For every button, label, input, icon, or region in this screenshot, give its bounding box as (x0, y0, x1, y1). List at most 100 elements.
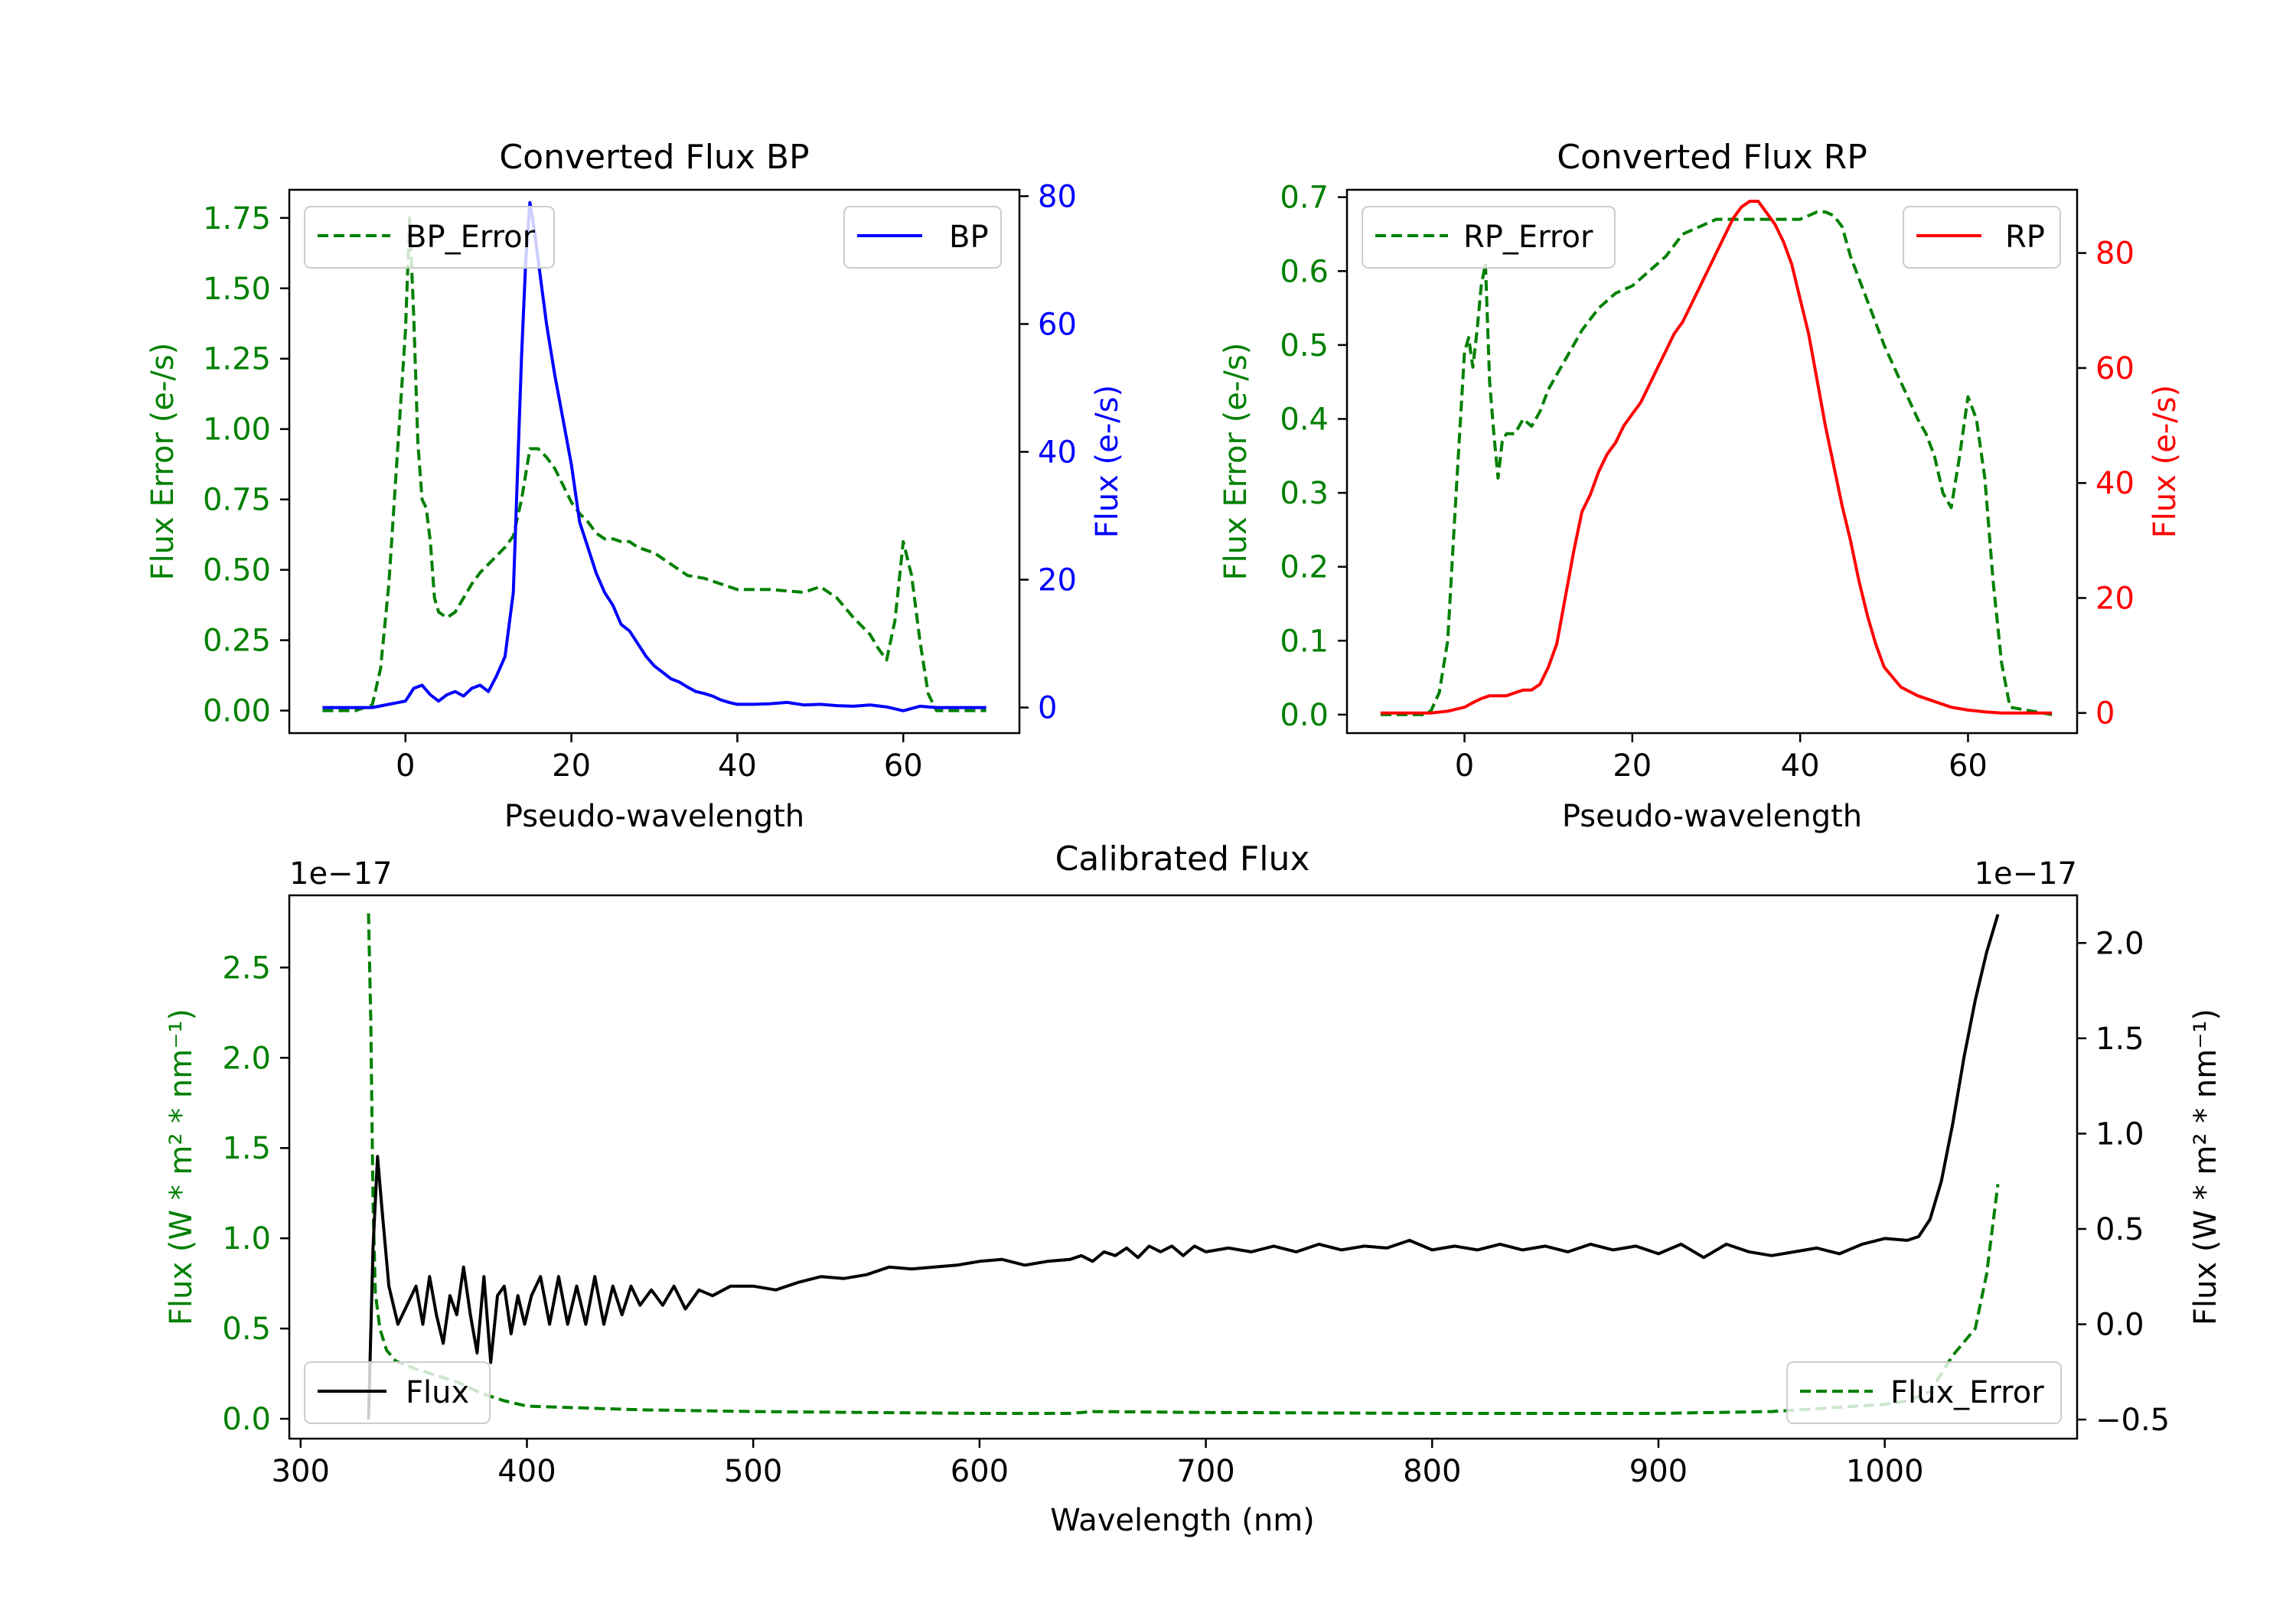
calibrated-left-axis-label: Flux (W * m² * nm⁻¹) (164, 1009, 199, 1325)
calibrated-x-tick-label: 1000 (1846, 1454, 1924, 1489)
calibrated-right-offset-label: 1e−17 (1975, 856, 2077, 892)
calibrated-x-tick-label: 500 (724, 1454, 782, 1489)
bp-right-axis-ticks: 0 20 40 60 80 (1019, 179, 1077, 726)
panel-bp-title: Converted Flux BP (499, 138, 809, 177)
rp-rp-line (1380, 200, 2053, 715)
bp-left-tick-label: 0.50 (203, 553, 271, 588)
rp-rp-error-line (1380, 210, 2053, 716)
bp-left-tick-label: 0.75 (203, 483, 271, 518)
flux-error-legend-label: Flux_Error (1890, 1375, 2044, 1410)
rp-flux-legend: RP (1903, 206, 2061, 269)
calibrated-flux-error-line (367, 913, 2000, 1415)
bp-flux-legend-label: BP (949, 220, 989, 255)
calibrated-left-tick-label: 2.0 (222, 1041, 271, 1076)
calibrated-left-tick-label: 1.0 (222, 1221, 271, 1257)
rp-error-legend: RP_Error (1362, 206, 1616, 269)
rp-left-tick-label: 0.2 (1280, 550, 1329, 585)
rp-right-tick-label: 20 (2095, 581, 2135, 616)
rp-x-axis-ticks: 0 20 40 60 (1455, 733, 1988, 784)
rp-left-axis-label: Flux Error (e-/s) (1218, 343, 1254, 581)
panel-calibrated-title: Calibrated Flux (1055, 839, 1310, 878)
rp-plot-frame (1345, 188, 2079, 735)
calibrated-left-tick-label: 0.5 (222, 1312, 271, 1347)
rp-left-tick-label: 0.6 (1280, 254, 1329, 289)
rp-right-axis-ticks: 0 20 40 60 80 (2077, 236, 2135, 732)
bp-left-tick-label: 1.25 (203, 342, 271, 377)
rp-left-tick-label: 0.7 (1280, 181, 1329, 216)
calibrated-right-tick-label: 1.0 (2095, 1116, 2144, 1152)
calibrated-left-axis-ticks: 0.0 0.5 1.0 1.5 2.0 2.5 (222, 950, 289, 1437)
bp-x-tick-label: 0 (396, 748, 415, 784)
calibrated-right-tick-label: 2.0 (2095, 926, 2144, 961)
bp-x-tick-label: 20 (552, 748, 591, 784)
panel-rp-title: Converted Flux RP (1557, 138, 1867, 177)
bp-left-axis-ticks: 0.00 0.25 0.50 0.75 1.00 1.25 1.50 1.75 (203, 201, 289, 729)
calibrated-right-tick-label: 0.5 (2095, 1212, 2144, 1247)
bp-left-tick-label: 1.50 (203, 272, 271, 307)
bp-right-tick-label: 0 (1038, 691, 1057, 726)
rp-right-tick-label: 0 (2095, 696, 2115, 732)
calibrated-left-offset-label: 1e−17 (289, 856, 392, 892)
bp-x-axis-label: Pseudo-wavelength (504, 799, 804, 834)
bp-left-tick-label: 0.00 (203, 694, 271, 729)
rp-x-tick-label: 20 (1613, 748, 1652, 784)
calibrated-right-tick-label: 0.0 (2095, 1308, 2144, 1343)
calibrated-right-tick-label: 1.5 (2095, 1022, 2144, 1057)
calibrated-flux-line (367, 914, 2000, 1420)
calibrated-x-axis-ticks: 300 400 500 600 700 800 900 1000 (272, 1439, 1924, 1489)
bp-x-tick-label: 60 (884, 748, 923, 784)
bp-flux-legend: BP (843, 206, 1002, 269)
calibrated-left-tick-label: 0.0 (222, 1402, 271, 1437)
rp-x-tick-label: 40 (1781, 748, 1820, 784)
rp-right-axis-label: Flux (e-/s) (2148, 385, 2183, 538)
calibrated-left-tick-label: 1.5 (222, 1131, 271, 1166)
calibrated-right-axis-ticks: −0.5 0.0 0.5 1.0 1.5 2.0 (2077, 926, 2170, 1438)
calibrated-x-axis-label: Wavelength (nm) (1050, 1503, 1315, 1538)
flux-error-series (367, 913, 2000, 1415)
rp-left-axis-ticks: 0.0 0.1 0.2 0.3 0.4 0.5 0.6 0.7 (1280, 181, 1347, 733)
calibrated-x-tick-label: 700 (1176, 1454, 1234, 1489)
flux-series (367, 914, 2000, 1420)
panel-calibrated: Calibrated Flux 1e−17 1e−17 300 400 500 600… (164, 839, 2223, 1538)
calibrated-x-tick-label: 900 (1629, 1454, 1688, 1489)
calibrated-plot-frame (288, 894, 2079, 1440)
bp-plot-frame (288, 188, 1021, 735)
bp-flux-series (322, 200, 987, 712)
rp-right-tick-label: 40 (2095, 466, 2135, 501)
bp-right-axis-label: Flux (e-/s) (1090, 385, 1125, 538)
rp-x-tick-label: 60 (1949, 748, 1988, 784)
rp-flux-legend-label: RP (2005, 220, 2045, 255)
bp-left-axis-label: Flux Error (e-/s) (145, 343, 181, 581)
rp-left-tick-label: 0.3 (1280, 476, 1329, 511)
bp-x-tick-label: 40 (718, 748, 757, 784)
bp-bp-line (322, 200, 987, 712)
flux-legend: Flux (304, 1361, 491, 1424)
panel-bp: Converted Flux BP 0 20 40 60 0.000.250.500.… (145, 138, 1125, 834)
bp-left-tick-label: 1.75 (203, 201, 271, 236)
bp-left-tick-label: 1.00 (203, 412, 271, 448)
rp-flux-series (1380, 200, 2053, 715)
calibrated-x-tick-label: 400 (497, 1454, 556, 1489)
calibrated-right-axis-label: Flux (W * m² * nm⁻¹) (2188, 1009, 2223, 1325)
rp-left-tick-label: 0.1 (1280, 624, 1329, 659)
flux-error-legend: Flux_Error (1786, 1361, 2062, 1424)
rp-right-tick-label: 80 (2095, 236, 2135, 272)
rp-left-tick-label: 0.0 (1280, 698, 1329, 733)
calibrated-right-tick-label: −0.5 (2095, 1403, 2170, 1438)
bp-right-tick-label: 80 (1038, 179, 1077, 214)
rp-x-axis-label: Pseudo-wavelength (1562, 799, 1862, 834)
bp-right-tick-label: 40 (1038, 435, 1077, 470)
bp-error-series (322, 216, 987, 712)
calibrated-x-tick-label: 300 (272, 1454, 330, 1489)
rp-left-tick-label: 0.4 (1280, 402, 1329, 437)
bp-right-tick-label: 20 (1038, 563, 1077, 598)
rp-x-tick-label: 0 (1455, 748, 1474, 784)
calibrated-left-tick-label: 2.5 (222, 950, 271, 986)
panel-rp: Converted Flux RP 0 20 40 60 0.00.10.20.30.… (1218, 138, 2183, 834)
bp-error-legend: BP_Error (304, 206, 555, 269)
bp-left-tick-label: 0.25 (203, 624, 271, 659)
bp-bp-error-line (322, 216, 987, 712)
flux-legend-label: Flux (406, 1375, 469, 1410)
rp-left-tick-label: 0.5 (1280, 328, 1329, 363)
